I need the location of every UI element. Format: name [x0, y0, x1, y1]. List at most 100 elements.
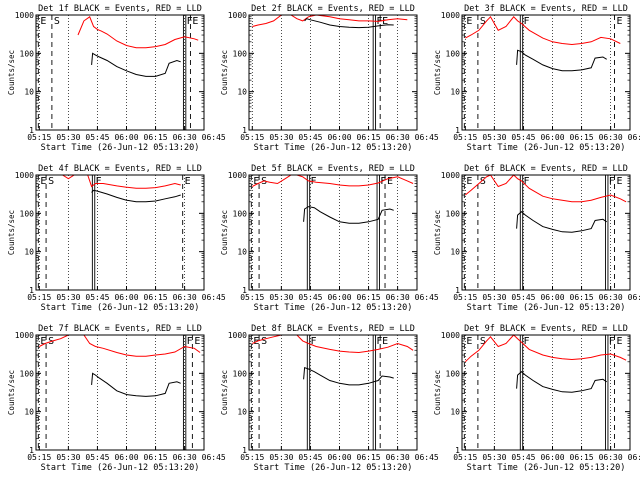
x-tick-label: 05:30 — [56, 453, 80, 462]
marker-label: F — [96, 176, 102, 187]
x-tick-label: 05:15 — [240, 133, 264, 142]
x-tick-label: 06:00 — [327, 293, 351, 302]
y-axis-label: Counts/sec — [7, 210, 16, 255]
y-tick-label: 1000 — [441, 11, 460, 20]
marker-label: F — [380, 176, 386, 187]
marker-label: E — [253, 176, 259, 187]
x-tick-label: 05:30 — [269, 133, 293, 142]
x-tick-label: 06:00 — [114, 133, 138, 142]
x-tick-label: 06:30 — [599, 453, 623, 462]
lld-series-line — [77, 16, 199, 49]
marker-label: E — [40, 176, 46, 187]
y-tick-label: 1000 — [441, 331, 460, 340]
x-axis-label: Start Time (26-Jun-12 05:13:20) — [254, 303, 413, 313]
y-tick-label: 100 — [446, 209, 461, 218]
marker-label: E — [192, 16, 198, 27]
x-tick-label: 06:00 — [540, 293, 564, 302]
lld-series-line — [464, 334, 627, 363]
y-tick-label: 1 — [29, 126, 34, 135]
y-axis-label: Counts/sec — [433, 210, 442, 255]
y-tick-label: 10 — [450, 248, 460, 257]
x-tick-label: 06:45 — [628, 453, 640, 462]
y-tick-label: 1 — [242, 286, 247, 295]
panel-title: Det 8f BLACK = Events, RED = LLD — [251, 324, 415, 334]
y-tick-label: 100 — [20, 369, 35, 378]
y-tick-label: 10 — [24, 88, 34, 97]
x-tick-label: 06:45 — [415, 453, 439, 462]
x-tick-label: 06:45 — [202, 293, 226, 302]
x-tick-label: 06:30 — [173, 453, 197, 462]
marker-label: S — [261, 336, 267, 347]
marker-label: F — [310, 336, 316, 347]
events-series-line — [516, 211, 607, 233]
y-axis-label: Counts/sec — [7, 50, 16, 95]
marker-label: F — [523, 336, 529, 347]
x-axis-label: Start Time (26-Jun-12 05:13:20) — [41, 303, 200, 313]
events-series-line — [516, 371, 607, 393]
y-tick-label: 1000 — [228, 331, 247, 340]
x-tick-label: 05:45 — [85, 133, 109, 142]
x-tick-label: 06:00 — [327, 133, 351, 142]
y-axis-label: Counts/sec — [220, 210, 229, 255]
lld-series-line — [252, 14, 408, 27]
x-tick-label: 06:45 — [628, 133, 640, 142]
x-tick-label: 06:15 — [357, 133, 381, 142]
events-series-line — [91, 52, 181, 77]
marker-label: F — [523, 16, 529, 27]
x-tick-label: 06:00 — [114, 453, 138, 462]
x-tick-label: 06:15 — [570, 133, 594, 142]
events-series-line — [516, 49, 607, 72]
plot-frame — [248, 174, 418, 291]
marker-label: E — [40, 16, 46, 27]
y-tick-label: 10 — [24, 408, 34, 417]
marker-label: S — [480, 176, 486, 187]
x-tick-label: 05:30 — [269, 293, 293, 302]
marker-label: F — [609, 336, 615, 347]
y-tick-label: 1000 — [15, 331, 34, 340]
events-series-line — [303, 367, 394, 386]
x-tick-label: 06:30 — [386, 133, 410, 142]
panel-title: Det 9f BLACK = Events, RED = LLD — [464, 324, 628, 334]
x-axis-label: Start Time (26-Jun-12 05:13:20) — [254, 143, 413, 153]
events-series-line — [91, 372, 181, 397]
panel-title: Det 6f BLACK = Events, RED = LLD — [464, 164, 628, 174]
marker-label: E — [616, 176, 622, 187]
x-tick-label: 06:30 — [173, 293, 197, 302]
x-axis-label: Start Time (26-Jun-12 05:13:20) — [41, 143, 200, 153]
marker-label: S — [480, 336, 486, 347]
y-tick-label: 1000 — [228, 11, 247, 20]
x-tick-label: 05:45 — [298, 133, 322, 142]
marker-label: F — [187, 16, 193, 27]
x-axis-label: Start Time (26-Jun-12 05:13:20) — [254, 463, 413, 473]
x-tick-label: 05:30 — [482, 133, 506, 142]
marker-label: E — [387, 176, 393, 187]
x-tick-label: 06:15 — [570, 453, 594, 462]
events-series-line — [303, 206, 394, 224]
x-axis-label: Start Time (26-Jun-12 05:13:20) — [467, 463, 626, 473]
lld-series-line — [252, 174, 414, 187]
marker-label: E — [466, 176, 472, 187]
plot-frame — [248, 14, 418, 131]
y-tick-label: 1 — [455, 446, 460, 455]
panel-title: Det 1f BLACK = Events, RED = LLD — [38, 4, 202, 14]
marker-label: S — [48, 176, 54, 187]
y-tick-label: 10 — [237, 88, 247, 97]
lld-series-line — [464, 174, 627, 203]
y-tick-label: 10 — [450, 88, 460, 97]
x-tick-label: 06:15 — [144, 293, 168, 302]
x-tick-label: 05:15 — [240, 293, 264, 302]
y-tick-label: 1000 — [15, 171, 34, 180]
y-axis-label: Counts/sec — [220, 50, 229, 95]
marker-label: F — [376, 336, 382, 347]
y-tick-label: 100 — [20, 209, 35, 218]
x-tick-label: 06:00 — [327, 453, 351, 462]
y-tick-label: 10 — [237, 408, 247, 417]
marker-label: F — [609, 176, 615, 187]
x-tick-label: 05:45 — [85, 453, 109, 462]
x-tick-label: 06:45 — [628, 293, 640, 302]
